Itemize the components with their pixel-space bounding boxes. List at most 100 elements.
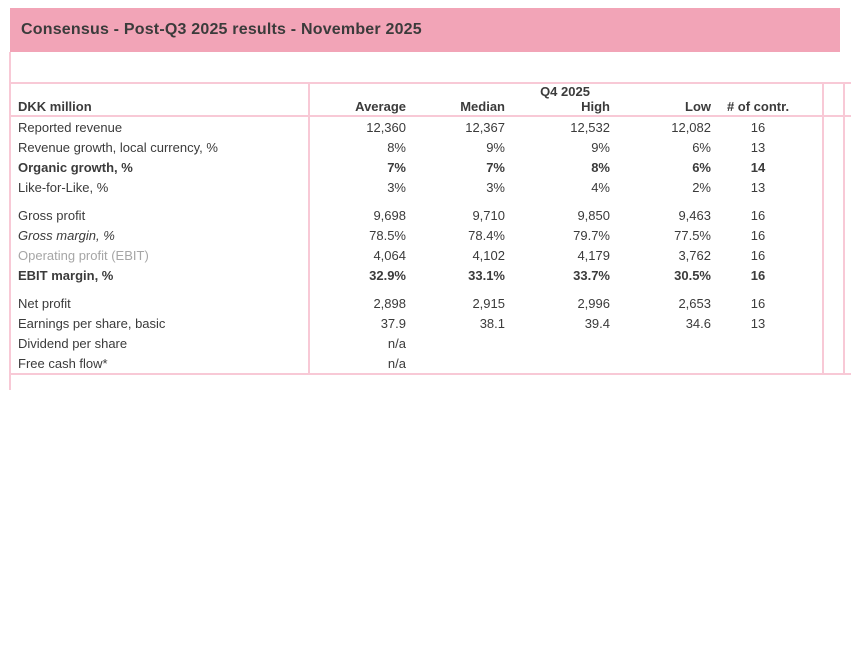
table-bottom-border bbox=[10, 373, 851, 375]
cell: 3% bbox=[486, 179, 505, 195]
cell: 12,532 bbox=[570, 119, 610, 135]
row-label: Organic growth, % bbox=[18, 159, 133, 175]
row-label: Operating profit (EBIT) bbox=[18, 247, 149, 263]
row-label: Net profit bbox=[18, 295, 71, 311]
cell: 6% bbox=[692, 159, 711, 175]
corner-header-dkk-million: DKK million bbox=[18, 99, 92, 114]
cell: 3% bbox=[387, 179, 406, 195]
table-body: Reported revenue 12,360 12,367 12,532 12,082… bbox=[10, 117, 851, 373]
cell: 9,850 bbox=[577, 207, 610, 223]
cell: 16 bbox=[750, 267, 766, 283]
row-label: Earnings per share, basic bbox=[18, 315, 166, 331]
table-row: Organic growth, % 7% 7% 8% 6% 14 bbox=[10, 157, 851, 177]
table-row: Operating profit (EBIT) 4,064 4,102 4,179 3,… bbox=[10, 245, 851, 265]
cell: 30.5% bbox=[674, 267, 711, 283]
table-top-border bbox=[10, 82, 851, 84]
title-bar: Consensus - Post-Q3 2025 results - Novem… bbox=[10, 8, 840, 52]
cell: 33.7% bbox=[573, 267, 610, 283]
cell: 2,898 bbox=[373, 295, 406, 311]
cell: 8% bbox=[591, 159, 610, 175]
cell: 13 bbox=[750, 179, 766, 195]
row-label: EBIT margin, % bbox=[18, 267, 114, 283]
cell: 16 bbox=[750, 295, 766, 311]
row-label: Like-for-Like, % bbox=[18, 179, 109, 195]
cell: 16 bbox=[750, 247, 766, 263]
cell: 4,179 bbox=[577, 247, 610, 263]
cell: 12,082 bbox=[671, 119, 711, 135]
row-label: Reported revenue bbox=[18, 119, 123, 135]
row-label: Revenue growth, local currency, % bbox=[18, 139, 218, 155]
cell: 9,463 bbox=[678, 207, 711, 223]
cell: 3,762 bbox=[678, 247, 711, 263]
row-group: Net profit 2,898 2,915 2,996 2,653 16 Earnings… bbox=[10, 293, 851, 373]
column-header: Average bbox=[355, 99, 406, 114]
cell: 37.9 bbox=[380, 315, 406, 331]
column-header: Median bbox=[460, 99, 505, 114]
table-right-border bbox=[843, 82, 845, 375]
cell: 34.6 bbox=[685, 315, 711, 331]
cell: 6% bbox=[692, 139, 711, 155]
cell: 9,698 bbox=[373, 207, 406, 223]
cell: 8% bbox=[387, 139, 406, 155]
table-row: Gross profit 9,698 9,710 9,850 9,463 16 bbox=[10, 205, 851, 225]
table-row: Net profit 2,898 2,915 2,996 2,653 16 bbox=[10, 293, 851, 313]
table-row: Reported revenue 12,360 12,367 12,532 12,082… bbox=[10, 117, 851, 137]
header-underline bbox=[10, 115, 851, 117]
left-border-line bbox=[9, 52, 11, 390]
cell: 79.7% bbox=[573, 227, 610, 243]
quarter-group-header: Q4 2025 bbox=[540, 84, 590, 99]
cell: 13 bbox=[750, 139, 766, 155]
cell: 38.1 bbox=[479, 315, 505, 331]
column-header: # of contr. bbox=[726, 99, 790, 114]
column-header-row: DKK million Average Median High Low # of con… bbox=[10, 99, 851, 114]
cell: 33.1% bbox=[468, 267, 505, 283]
table-row: Earnings per share, basic 37.9 38.1 39.4 34.… bbox=[10, 313, 851, 333]
cell: 16 bbox=[750, 119, 766, 135]
row-label: Dividend per share bbox=[18, 335, 128, 351]
table-row: EBIT margin, % 32.9% 33.1% 33.7% 30.5% 16 bbox=[10, 265, 851, 285]
cell: 78.5% bbox=[369, 227, 406, 243]
table-row: Free cash flow* n/a bbox=[10, 353, 851, 373]
cell: 7% bbox=[486, 159, 505, 175]
row-label: Gross margin, % bbox=[18, 227, 115, 243]
cell: 9,710 bbox=[472, 207, 505, 223]
page-title: Consensus - Post-Q3 2025 results - Novem… bbox=[21, 21, 422, 38]
cell: 77.5% bbox=[674, 227, 711, 243]
cell: n/a bbox=[387, 335, 406, 351]
column-header: High bbox=[581, 99, 610, 114]
consensus-table: Q4 2025 DKK million Average Median High Low… bbox=[10, 82, 851, 375]
cell: 12,367 bbox=[465, 119, 505, 135]
table-header: Q4 2025 DKK million Average Median High Low… bbox=[10, 84, 851, 115]
cell: 4,064 bbox=[373, 247, 406, 263]
cell: 2,996 bbox=[577, 295, 610, 311]
cell: 12,360 bbox=[366, 119, 406, 135]
cell: 14 bbox=[750, 159, 766, 175]
row-group: Gross profit 9,698 9,710 9,850 9,463 16 Gross … bbox=[10, 205, 851, 285]
cell: 78.4% bbox=[468, 227, 505, 243]
table-row: Like-for-Like, % 3% 3% 4% 2% 13 bbox=[10, 177, 851, 197]
cell: 16 bbox=[750, 207, 766, 223]
column-header: Low bbox=[685, 99, 711, 114]
row-label: Free cash flow* bbox=[18, 355, 108, 371]
right-column-divider bbox=[822, 82, 824, 375]
cell: 2,915 bbox=[472, 295, 505, 311]
cell: 39.4 bbox=[584, 315, 610, 331]
table-row: Revenue growth, local currency, % 8% 9% 9% 6… bbox=[10, 137, 851, 157]
cell: 4,102 bbox=[472, 247, 505, 263]
table-row: Gross margin, % 78.5% 78.4% 79.7% 77.5% 16 bbox=[10, 225, 851, 245]
cell: 2% bbox=[692, 179, 711, 195]
cell: 32.9% bbox=[369, 267, 406, 283]
label-column-divider bbox=[308, 82, 310, 375]
cell: 2,653 bbox=[678, 295, 711, 311]
table-row: Dividend per share n/a bbox=[10, 333, 851, 353]
row-group: Reported revenue 12,360 12,367 12,532 12,082… bbox=[10, 117, 851, 197]
cell: 7% bbox=[387, 159, 406, 175]
cell: n/a bbox=[387, 355, 406, 371]
cell: 9% bbox=[591, 139, 610, 155]
cell: 9% bbox=[486, 139, 505, 155]
cell: 4% bbox=[591, 179, 610, 195]
cell: 16 bbox=[750, 227, 766, 243]
cell: 13 bbox=[750, 315, 766, 331]
row-label: Gross profit bbox=[18, 207, 86, 223]
